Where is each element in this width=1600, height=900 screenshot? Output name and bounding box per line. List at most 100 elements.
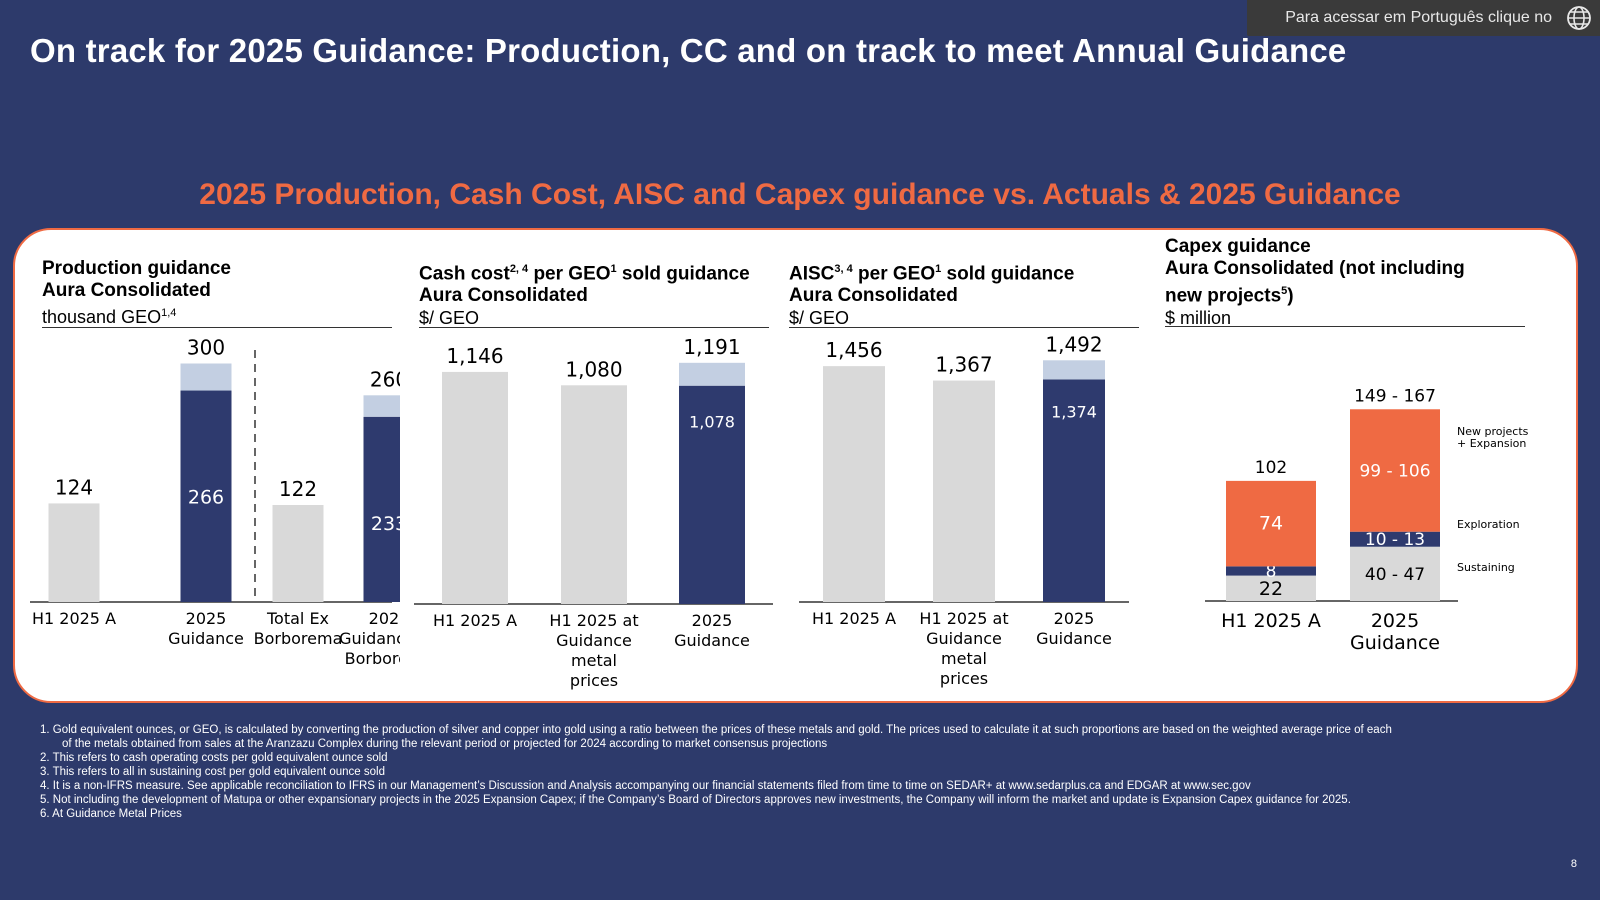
category-label: Guidance <box>556 631 632 650</box>
category-label: Total Ex <box>266 609 329 628</box>
aisc-title-rule <box>789 327 1139 328</box>
capex-chart-unit: $ million <box>1165 308 1232 329</box>
section-subtitle: 2025 Production, Cash Cost, AISC and Cap… <box>199 178 1401 211</box>
data-label: 122 <box>279 477 317 501</box>
data-label: 1,078 <box>689 413 735 432</box>
capex-bar-chart: 228 74 102 40 - 47 10 - 13 99 - 106 149 - 167 H… <box>1205 386 1529 654</box>
bar <box>363 416 400 602</box>
charts-panel <box>13 228 1578 703</box>
category-label: Guidance <box>1036 629 1112 648</box>
footnote: 5. Not including the development of Matu… <box>40 794 1351 806</box>
footnote: 2. This refers to cash operating costs p… <box>40 752 388 764</box>
category-label: Guidance <box>674 631 750 650</box>
bar <box>679 385 745 604</box>
bar-upper-range <box>180 363 232 391</box>
data-label: 40 - 47 <box>1365 565 1425 585</box>
category-label: metal <box>941 649 987 668</box>
bar-upper-range <box>363 395 400 417</box>
legend-label: Sustaining <box>1457 561 1515 574</box>
footnote: 3. This refers to all in sustaining cost… <box>40 766 385 778</box>
bar-segment <box>1226 480 1316 567</box>
translate-banner-text[interactable]: Para acessar em Português clique no <box>1285 9 1552 26</box>
production-title-rule <box>42 327 392 328</box>
footnote: 1. Gold equivalent ounces, or GEO, is ca… <box>40 724 1392 736</box>
translate-banner[interactable]: Para acessar em Português clique no <box>1247 0 1600 36</box>
category-label: 2025 <box>186 609 227 628</box>
bar-segment <box>1350 409 1440 532</box>
footnote: 4. It is a non-IFRS measure. See applica… <box>40 780 1251 792</box>
data-label: 124 <box>55 475 93 499</box>
bar <box>272 505 324 602</box>
data-label: 1,374 <box>1051 402 1097 421</box>
category-label: Guidance ex <box>339 629 400 648</box>
data-label: 99 - 106 <box>1359 461 1430 481</box>
data-label: 1,146 <box>446 344 503 368</box>
footnote: 6. At Guidance Metal Prices <box>40 808 182 820</box>
capex-chart-title: Capex guidance Aura Consolidated (not inc… <box>1165 236 1465 307</box>
bar <box>823 366 885 602</box>
data-label: 149 - 167 <box>1354 386 1436 406</box>
category-label: Guidance <box>926 629 1002 648</box>
aisc-chart: AISC3, 4 per GEO1 sold guidance Aura Cons… <box>789 258 1139 698</box>
data-label: 1,492 <box>1045 332 1102 356</box>
category-label: Borborema <box>345 649 400 668</box>
data-label: 233 <box>371 513 400 535</box>
bar <box>1043 379 1105 602</box>
category-label: Guidance <box>1350 632 1440 654</box>
category-label: 2025 <box>1054 609 1095 628</box>
category-label: metal <box>571 651 617 670</box>
data-label: 260 <box>370 367 400 391</box>
cash-cost-chart: Cash cost2, 4 per GEO1 sold guidance Aura… <box>414 258 773 698</box>
bar-upper-range <box>679 362 745 386</box>
capex-title-rule <box>1165 326 1525 327</box>
category-label: prices <box>570 671 618 690</box>
data-label: 266 <box>188 487 224 509</box>
data-label: 102 <box>1255 458 1287 478</box>
bar-segment <box>1350 546 1440 601</box>
category-label: H1 2025 at <box>549 611 638 630</box>
category-label: H1 2025 A <box>812 609 896 628</box>
footnote: of the metals obtained from sales at the… <box>62 738 828 750</box>
cash-cost-title-rule <box>419 327 769 328</box>
legend-label: New projects <box>1457 425 1529 438</box>
bar-segment <box>1226 575 1316 601</box>
category-label: H1 2025 A <box>1221 610 1321 632</box>
page-title: On track for 2025 Guidance: Production, … <box>30 32 1347 69</box>
data-label: 8 <box>1266 562 1277 582</box>
aisc-chart-unit: $/ GEO <box>789 308 850 329</box>
data-label: 300 <box>187 336 225 360</box>
category-label: H1 2025 A <box>433 611 517 630</box>
data-label: 1,080 <box>565 357 622 381</box>
bar <box>180 390 232 602</box>
bar <box>48 503 100 602</box>
production-chart: Production guidance Aura Consolidated tho… <box>30 258 400 698</box>
production-chart-unit: thousand GEO1,4 <box>42 307 177 327</box>
page-number: 8 <box>1570 858 1577 870</box>
category-label: Borborema <box>254 629 343 648</box>
legend-label: + Expansion <box>1457 437 1526 450</box>
footnotes: 1. Gold equivalent ounces, or GEO, is ca… <box>40 723 1595 821</box>
aisc-chart-title: AISC3, 4 per GEO1 sold guidance Aura Cons… <box>789 263 1075 307</box>
cash-cost-chart-unit: $/ GEO <box>419 308 480 329</box>
bar-upper-range <box>1043 360 1105 380</box>
bar-segment <box>1350 531 1440 547</box>
data-label: 22 <box>1259 578 1283 600</box>
bar <box>561 385 627 604</box>
category-label: 2025 <box>369 609 400 628</box>
bar-segment <box>1226 566 1316 576</box>
data-label: 1,456 <box>825 338 882 362</box>
data-label: 74 <box>1259 513 1283 535</box>
capex-chart: Capex guidance Aura Consolidated (not inc… <box>1165 236 1545 676</box>
data-label: 1,191 <box>683 335 740 359</box>
globe-icon[interactable] <box>1566 5 1592 31</box>
production-chart-title: Production guidance Aura Consolidated <box>42 258 231 301</box>
cash-cost-chart-title: Cash cost2, 4 per GEO1 sold guidance Aura… <box>419 263 750 307</box>
category-label: prices <box>940 669 988 688</box>
data-label: 1,367 <box>935 353 992 377</box>
category-label: 2025 <box>1371 610 1419 632</box>
bar <box>933 380 995 602</box>
category-label: H1 2025 A <box>32 609 116 628</box>
